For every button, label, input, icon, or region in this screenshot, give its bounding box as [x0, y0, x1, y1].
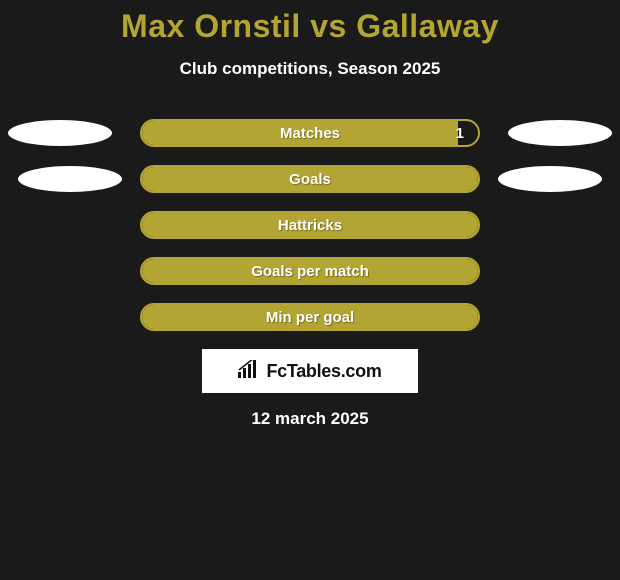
right-ellipse: [508, 120, 612, 146]
stats-rows: Matches 1 Goals Hattricks Goals per match Min…: [0, 119, 620, 331]
right-ellipse: [498, 166, 602, 192]
stat-pill: Matches 1: [140, 119, 480, 147]
page-subtitle: Club competitions, Season 2025: [0, 59, 620, 79]
stat-row: Matches 1: [0, 119, 620, 147]
stat-row: Goals per match: [0, 257, 620, 285]
left-ellipse: [18, 166, 122, 192]
stat-pill: Hattricks: [140, 211, 480, 239]
stat-label: Hattricks: [278, 217, 342, 234]
stat-label: Goals per match: [251, 263, 369, 280]
stat-right-value: 1: [456, 125, 464, 142]
stat-row: Hattricks: [0, 211, 620, 239]
brand-logo: FcTables.com: [238, 360, 381, 383]
stat-pill: Goals per match: [140, 257, 480, 285]
chart-icon: [238, 360, 260, 383]
stat-row: Min per goal: [0, 303, 620, 331]
brand-logo-box: FcTables.com: [202, 349, 418, 393]
stat-label: Goals: [289, 171, 331, 188]
left-ellipse: [8, 120, 112, 146]
stat-row: Goals: [0, 165, 620, 193]
stat-pill: Goals: [140, 165, 480, 193]
stat-label: Min per goal: [266, 309, 354, 326]
brand-logo-text: FcTables.com: [266, 361, 381, 382]
page-title: Max Ornstil vs Gallaway: [0, 8, 620, 45]
stats-comparison-card: Max Ornstil vs Gallaway Club competition…: [0, 0, 620, 429]
stat-pill: Min per goal: [140, 303, 480, 331]
stat-label: Matches: [280, 125, 340, 142]
date-label: 12 march 2025: [0, 409, 620, 429]
